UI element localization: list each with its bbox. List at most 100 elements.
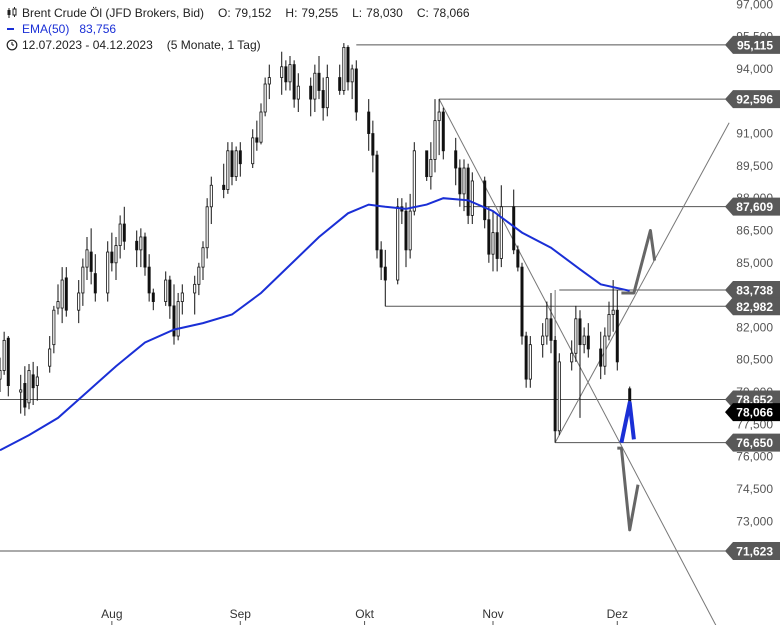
y-tick-label: 76,000 <box>736 450 773 464</box>
x-tick-label: Okt <box>355 607 374 621</box>
candle <box>309 77 313 117</box>
candle <box>553 336 557 443</box>
candle-body <box>255 137 259 143</box>
candle-body <box>611 309 615 315</box>
candle-body <box>48 348 52 367</box>
y-tick-label: 89,500 <box>736 159 773 173</box>
candle <box>470 172 474 225</box>
open-label: O: <box>218 6 231 20</box>
candle-body <box>31 374 35 389</box>
candle-body <box>288 64 292 83</box>
candle-body <box>433 120 437 160</box>
candle-body <box>222 184 226 190</box>
candlestick-icon <box>6 7 18 19</box>
candle <box>499 185 503 268</box>
y-tick-label: 82,000 <box>736 320 773 334</box>
high-value: 79,255 <box>301 6 339 20</box>
level-price-tag: 71,623 <box>725 541 780 560</box>
candle <box>143 232 147 276</box>
candle-body <box>64 277 68 311</box>
price-box-label: 78,066 <box>736 406 773 420</box>
candle <box>263 77 267 117</box>
candle <box>48 336 52 373</box>
candle <box>193 275 197 315</box>
candle-body <box>168 279 172 307</box>
candle-body <box>437 111 441 122</box>
candle-body <box>259 111 263 143</box>
candle <box>512 189 516 255</box>
candle-body <box>375 154 379 251</box>
candle-body <box>0 370 2 380</box>
candle <box>2 331 6 375</box>
x-axis: Aug Sep Okt Nov Dez <box>101 607 628 625</box>
candle <box>321 77 325 121</box>
candle-body <box>93 273 97 294</box>
candle-body <box>56 301 60 309</box>
projection-blue-path <box>619 400 636 444</box>
price-box <box>725 280 780 299</box>
price-box-label: 92,596 <box>736 93 773 107</box>
candle <box>338 64 342 95</box>
candle-body <box>197 266 201 285</box>
candle <box>52 305 56 354</box>
price-box <box>725 90 780 109</box>
candle-body <box>338 77 342 91</box>
level-price-tag: 87,609 <box>725 197 780 216</box>
candle-body <box>114 245 118 264</box>
candle-body <box>309 85 313 100</box>
candle-body <box>147 266 151 294</box>
candle-body <box>367 111 371 134</box>
date-range: 12.07.2023 - 04.12.2023 <box>22 38 153 52</box>
candle <box>180 284 184 315</box>
candle <box>611 280 615 332</box>
candle <box>60 267 64 324</box>
candle-body <box>321 90 325 109</box>
candle-body <box>462 167 466 195</box>
candle <box>56 284 60 315</box>
candle <box>139 228 143 268</box>
candle-body <box>574 318 578 354</box>
candle <box>520 262 524 345</box>
candle <box>147 254 151 302</box>
price-box-label: 87,609 <box>736 200 773 214</box>
candle-body <box>603 335 607 367</box>
candle <box>325 64 329 117</box>
ema-label: EMA(50) <box>22 22 70 36</box>
candle <box>122 206 126 250</box>
candle-body <box>201 247 205 268</box>
candle <box>176 292 180 341</box>
candle <box>6 336 10 397</box>
candle-body <box>441 111 445 152</box>
level-price-labels: 95,11592,59687,60983,73882,98278,65276,6… <box>725 35 780 560</box>
candle-body <box>27 370 31 404</box>
candle-body <box>238 150 242 165</box>
price-box <box>725 197 780 216</box>
level-price-tag: 92,596 <box>725 90 780 109</box>
candle-body <box>118 223 122 246</box>
candle <box>425 150 429 181</box>
candle <box>0 357 2 393</box>
candle-body <box>429 159 433 178</box>
candle-body <box>425 150 429 178</box>
price-box <box>725 541 780 560</box>
candle-body <box>230 150 234 178</box>
candle-body <box>251 137 255 165</box>
candle-body <box>495 232 499 259</box>
close-label: C: <box>416 6 429 20</box>
candle-body <box>545 318 549 337</box>
x-tick-label: Sep <box>230 607 252 621</box>
candle-body <box>379 249 383 268</box>
candle-body <box>280 66 284 78</box>
candle <box>230 142 234 186</box>
candle-body <box>470 180 474 216</box>
candle-body <box>6 337 10 386</box>
candle <box>27 364 31 410</box>
candle <box>110 232 114 272</box>
level-price-tag: 95,115 <box>725 35 780 54</box>
candle-body <box>143 236 147 268</box>
y-tick-label: 80,500 <box>736 353 773 367</box>
candle <box>168 275 172 319</box>
candle <box>570 340 574 371</box>
candle-body <box>234 150 238 178</box>
